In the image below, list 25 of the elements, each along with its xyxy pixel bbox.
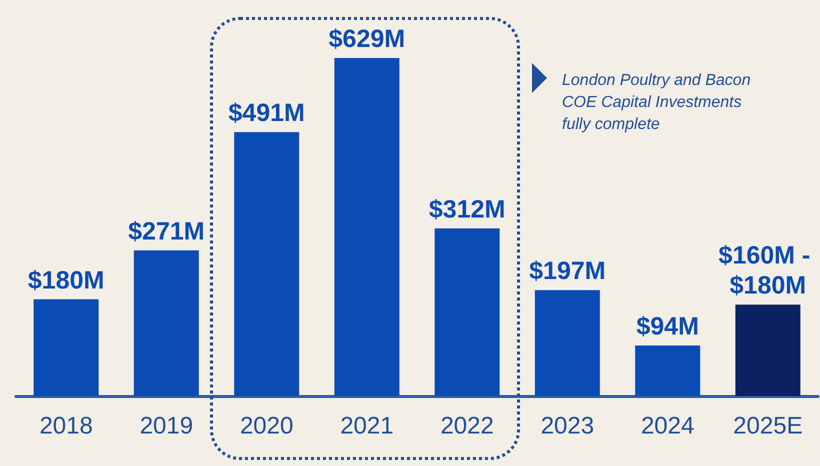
bar: [534, 290, 600, 396]
data-label: $629M: [328, 25, 406, 53]
x-tick-label: 2022: [440, 412, 494, 440]
bar: [234, 132, 300, 396]
x-tick-label: 2024: [640, 412, 694, 440]
bar: [134, 250, 199, 396]
bar: [34, 299, 99, 396]
x-tick-label: 2018: [39, 412, 93, 440]
annotation: $160M - $180M: [718, 242, 818, 300]
x-tick-label: 2023: [540, 412, 594, 440]
data-label: $271M: [128, 217, 205, 246]
data-label: $312M: [428, 195, 506, 224]
x-tick-label: 2025E: [733, 412, 803, 440]
x-tick-label: 2021: [340, 412, 394, 440]
data-label: $180M: [28, 266, 104, 294]
bar: [735, 304, 800, 396]
bar: [635, 345, 700, 396]
bar: [334, 58, 400, 396]
annotation: London Poultry and Bacon COE Capital Investments fully complete: [562, 71, 752, 135]
bar: [434, 228, 500, 396]
data-label: $94M: [636, 312, 699, 340]
data-label: $197M: [529, 257, 606, 286]
x-tick-label: 2020: [240, 412, 294, 440]
x-tick-label: 2019: [140, 412, 194, 440]
data-label: $491M: [228, 99, 305, 128]
